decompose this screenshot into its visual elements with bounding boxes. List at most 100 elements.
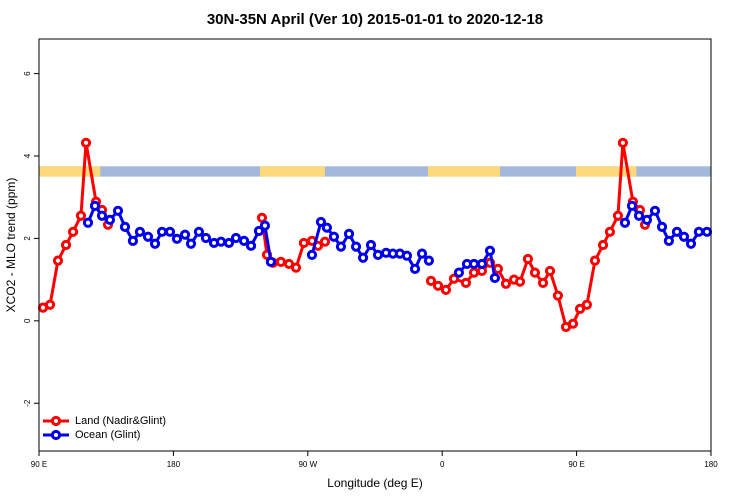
- point: [401, 250, 413, 261]
- point: [256, 212, 268, 223]
- point: [633, 210, 645, 221]
- point: [52, 255, 64, 266]
- point: [96, 210, 108, 221]
- point: [597, 239, 609, 251]
- point: [60, 239, 72, 251]
- ocean-band: [39, 166, 711, 177]
- point: [357, 252, 369, 263]
- point: [134, 226, 146, 237]
- point: [440, 284, 452, 296]
- point: [589, 255, 601, 266]
- point: [416, 248, 428, 259]
- point: [142, 231, 154, 242]
- point: [298, 237, 310, 249]
- point: [335, 241, 347, 252]
- point: [484, 245, 496, 256]
- legend-marker: [50, 429, 62, 441]
- point: [468, 258, 480, 270]
- point: [253, 225, 265, 237]
- point: [537, 277, 549, 289]
- point: [685, 238, 697, 249]
- point: [656, 221, 668, 232]
- legend-label: Land (Nadir&Glint): [75, 415, 166, 427]
- y-tick-label: -2: [23, 399, 32, 407]
- point: [612, 210, 624, 221]
- land-band: [576, 166, 637, 177]
- point: [604, 226, 616, 237]
- point: [453, 267, 465, 278]
- chart-title: 30N-35N April (Ver 10) 2015-01-01 to 202…: [207, 11, 543, 28]
- point: [500, 278, 512, 289]
- point: [230, 232, 242, 244]
- point: [409, 263, 421, 274]
- y-axis-label: XCO2 - MLO trend (ppm): [4, 178, 18, 313]
- point: [529, 267, 541, 278]
- point: [321, 222, 333, 233]
- point: [156, 226, 168, 237]
- point: [492, 263, 504, 274]
- point: [179, 229, 191, 240]
- point: [544, 265, 556, 277]
- point: [671, 226, 683, 237]
- point: [171, 233, 183, 244]
- point: [238, 235, 250, 246]
- point: [567, 318, 579, 329]
- point: [617, 137, 628, 148]
- point: [215, 236, 227, 247]
- point: [476, 258, 488, 270]
- point: [663, 235, 674, 246]
- point: [343, 228, 355, 239]
- x-axis-label: Longitude (deg E): [327, 476, 422, 490]
- point: [319, 236, 331, 247]
- plot-frame: [38, 38, 712, 452]
- point: [80, 137, 92, 148]
- point: [259, 220, 271, 231]
- point: [448, 273, 460, 284]
- point: [641, 214, 653, 225]
- land-band: [428, 166, 500, 177]
- point: [75, 210, 87, 221]
- point: [372, 249, 384, 260]
- point: [306, 249, 318, 260]
- point: [350, 241, 362, 252]
- point: [574, 303, 586, 314]
- point: [185, 238, 197, 249]
- point: [104, 214, 116, 225]
- x-tick-label: 0: [440, 460, 445, 469]
- point: [193, 226, 205, 237]
- point: [514, 276, 526, 287]
- point: [127, 235, 139, 246]
- x-tick-label: 90 E: [31, 460, 47, 469]
- point: [245, 240, 257, 251]
- point: [44, 299, 56, 310]
- point: [460, 277, 472, 289]
- point: [522, 253, 534, 265]
- point: [119, 221, 131, 232]
- point: [67, 226, 79, 237]
- point: [626, 200, 638, 211]
- land-band: [39, 166, 101, 177]
- point: [581, 299, 593, 310]
- point: [112, 205, 124, 216]
- point: [315, 216, 327, 228]
- y-tick-label: 4: [23, 153, 32, 158]
- point: [89, 200, 101, 211]
- point: [365, 239, 377, 251]
- x-tick-label: 90 E: [568, 460, 584, 469]
- point: [552, 290, 564, 301]
- point: [265, 256, 277, 267]
- legend-marker: [50, 415, 62, 427]
- x-tick-label: 180: [704, 460, 718, 469]
- point: [693, 226, 705, 237]
- point: [701, 226, 713, 237]
- point: [290, 262, 302, 273]
- point: [649, 205, 661, 216]
- x-tick-label: 90 W: [298, 460, 317, 469]
- y-tick-label: 6: [23, 71, 32, 76]
- point: [223, 237, 235, 249]
- point: [149, 238, 161, 249]
- point: [275, 256, 287, 267]
- point: [619, 217, 631, 228]
- point: [678, 231, 690, 242]
